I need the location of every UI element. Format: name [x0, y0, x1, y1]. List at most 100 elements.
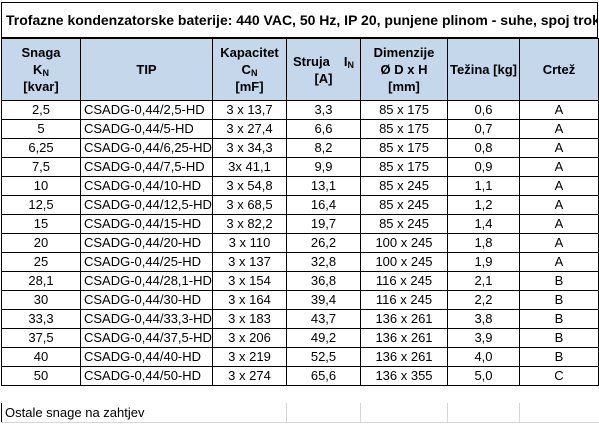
cell-tip: CSADG-0,44/10-HD [80, 176, 213, 196]
header-struja-unit: [A] [314, 70, 333, 86]
cell-tip: CSADG-0,44/2,5-HD [80, 100, 213, 120]
cell-tezina: 1,2 [447, 195, 520, 215]
header-row: Snaga KN [kvar] TIP Kapacitet CN [mF] St… [1, 38, 599, 101]
table-row: 37,5 CSADG-0,44/37,5-HD 3 x 206 49,2 136 x 2… [1, 328, 599, 348]
table-row: 28,1 CSADG-0,44/28,1-HD 3 x 154 36,8 116 x 2… [1, 271, 599, 291]
footnote-row: Ostale snage na zahtjev [1, 403, 599, 423]
cell-crtez: A [519, 195, 599, 215]
cell-dimenzije: 85 x 245 [360, 195, 448, 215]
table-row: 6,25 CSADG-0,44/6,25-HD 3 x 34,3 8,2 85 x 17… [1, 138, 599, 158]
cell-tip: CSADG-0,44/12,5-HD [80, 195, 213, 215]
cell-snaga: 5 [1, 119, 81, 139]
cell-struja: 49,2 [286, 328, 361, 348]
header-snaga-symbol: KN [33, 62, 49, 78]
cell-tezina: 4,0 [447, 347, 520, 367]
cell-snaga: 25 [1, 252, 81, 272]
cell-kapacitet: 3 x 206 [212, 328, 287, 348]
header-tezina: Težina [kg] [447, 38, 520, 101]
empty-cell [360, 403, 448, 423]
cell-crtez: C [519, 366, 599, 386]
cell-struja: 26,2 [286, 233, 361, 253]
cell-struja: 19,7 [286, 214, 361, 234]
cell-crtez: B [519, 347, 599, 367]
cell-struja: 65,6 [286, 366, 361, 386]
cell-dimenzije: 85 x 175 [360, 119, 448, 139]
cell-tezina: 3,8 [447, 309, 520, 329]
header-crtez: Crtež [519, 38, 599, 101]
cell-crtez: B [519, 290, 599, 310]
header-kapacitet-label: Kapacitet [220, 45, 279, 60]
cell-tip: CSADG-0,44/30-HD [80, 290, 213, 310]
header-snaga: Snaga KN [kvar] [1, 38, 81, 101]
cell-struja: 6,6 [286, 119, 361, 139]
header-tip: TIP [80, 38, 213, 101]
cell-kapacitet: 3 x 110 [212, 233, 287, 253]
cell-kapacitet: 3x 41,1 [212, 157, 287, 177]
cell-crtez: A [519, 214, 599, 234]
cell-tezina: 1,8 [447, 233, 520, 253]
cell-struja: 13,1 [286, 176, 361, 196]
table-row: 12,5 CSADG-0,44/12,5-HD 3 x 68,5 16,4 85 x 2… [1, 195, 599, 215]
table-row: 30 CSADG-0,44/30-HD 3 x 164 39,4 116 x 245 2,… [1, 290, 599, 310]
cell-tezina: 3,9 [447, 328, 520, 348]
header-struja-label: Struja [293, 53, 330, 69]
header-kapacitet-unit: [mF] [235, 79, 264, 94]
cell-kapacitet: 3 x 13,7 [212, 100, 287, 120]
cell-kapacitet: 3 x 137 [212, 252, 287, 272]
cell-crtez: A [519, 157, 599, 177]
cell-snaga: 7,5 [1, 157, 81, 177]
cell-dimenzije: 136 x 355 [360, 366, 448, 386]
cell-snaga: 10 [1, 176, 81, 196]
table-row: 40 CSADG-0,44/40-HD 3 x 219 52,5 136 x 261 4,… [1, 347, 599, 367]
cell-snaga: 15 [1, 214, 81, 234]
cell-dimenzije: 116 x 245 [360, 290, 448, 310]
cell-tezina: 1,1 [447, 176, 520, 196]
cell-struja: 8,2 [286, 138, 361, 158]
cell-kapacitet: 3 x 154 [212, 271, 287, 291]
cell-snaga: 50 [1, 366, 81, 386]
cell-struja: 43,7 [286, 309, 361, 329]
cell-tip: CSADG-0,44/33,3-HD [80, 309, 213, 329]
cell-snaga: 12,5 [1, 195, 81, 215]
cell-tezina: 5,0 [447, 366, 520, 386]
table-row: 15 CSADG-0,44/15-HD 3 x 82,2 19,7 85 x 245 1,… [1, 214, 599, 234]
cell-kapacitet: 3 x 274 [212, 366, 287, 386]
cell-snaga: 20 [1, 233, 81, 253]
cell-dimenzije: 85 x 175 [360, 157, 448, 177]
header-snaga-unit: [kvar] [23, 79, 59, 94]
cell-kapacitet: 3 x 54,8 [212, 176, 287, 196]
cell-snaga: 33,3 [1, 309, 81, 329]
table-row: 25 CSADG-0,44/25-HD 3 x 137 32,8 100 x 245 1,… [1, 252, 599, 272]
cell-kapacitet: 3 x 27,4 [212, 119, 287, 139]
cell-crtez: A [519, 100, 599, 120]
cell-tip: CSADG-0,44/6,25-HD [80, 138, 213, 158]
cell-struja: 9,9 [286, 157, 361, 177]
cell-dimenzije: 85 x 175 [360, 138, 448, 158]
cell-tezina: 2,2 [447, 290, 520, 310]
table-row: 50 CSADG-0,44/50-HD 3 x 274 65,6 136 x 355 5,… [1, 366, 599, 386]
cell-snaga: 2,5 [1, 100, 81, 120]
cell-tezina: 2,1 [447, 271, 520, 291]
cell-kapacitet: 3 x 183 [212, 309, 287, 329]
table-row: 2,5 CSADG-0,44/2,5-HD 3 x 13,7 3,3 85 x 175 0… [1, 100, 599, 120]
header-snaga-label: Snaga [21, 45, 61, 60]
table-row: 7,5 CSADG-0,44/7,5-HD 3x 41,1 9,9 85 x 175 0,… [1, 157, 599, 177]
cell-crtez: B [519, 309, 599, 329]
cell-crtez: B [519, 271, 599, 291]
cell-dimenzije: 136 x 261 [360, 347, 448, 367]
cell-struja: 39,4 [286, 290, 361, 310]
cell-tip: CSADG-0,44/28,1-HD [80, 271, 213, 291]
cell-kapacitet: 3 x 82,2 [212, 214, 287, 234]
cell-dimenzije: 136 x 261 [360, 309, 448, 329]
cell-crtez: A [519, 176, 599, 196]
table-row: 33,3 CSADG-0,44/33,3-HD 3 x 183 43,7 136 x 2… [1, 309, 599, 329]
header-struja-symbol: IN [343, 53, 354, 70]
cell-kapacitet: 3 x 219 [212, 347, 287, 367]
cell-crtez: B [519, 328, 599, 348]
cell-tezina: 0,8 [447, 138, 520, 158]
header-struja: Struja IN [A] [286, 38, 361, 101]
cell-crtez: A [519, 252, 599, 272]
cell-dimenzije: 116 x 245 [360, 271, 448, 291]
cell-snaga: 37,5 [1, 328, 81, 348]
cell-struja: 3,3 [286, 100, 361, 120]
